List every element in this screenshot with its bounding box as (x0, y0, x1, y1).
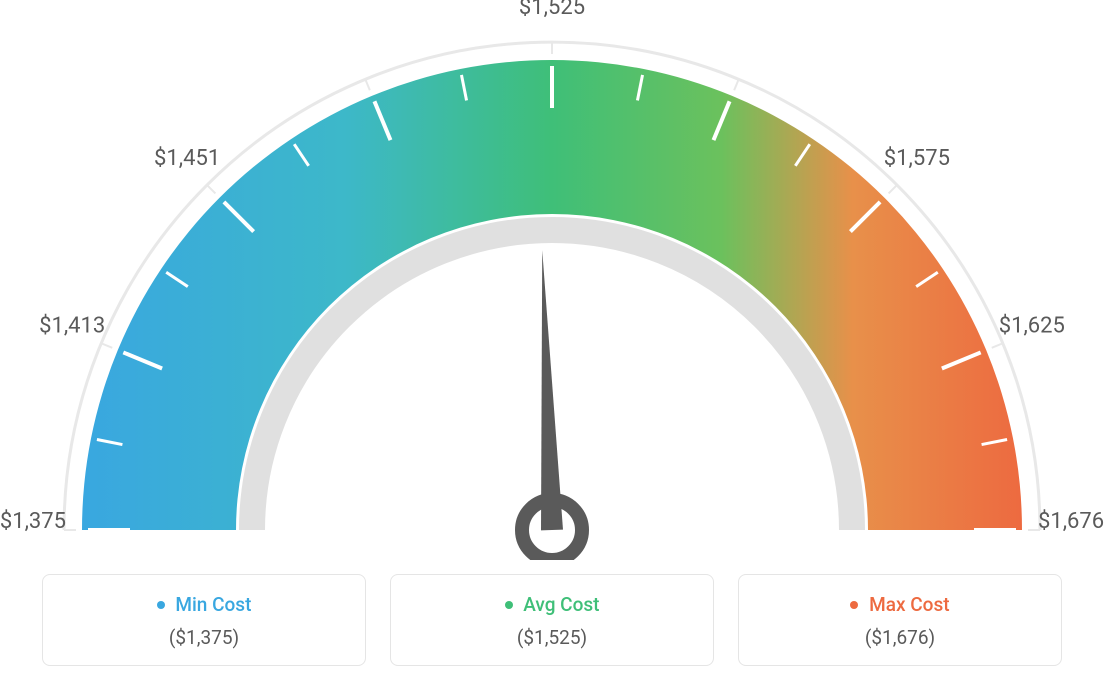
gauge-needle (541, 250, 563, 530)
gauge-tick-label: $1,413 (39, 314, 105, 339)
avg-cost-card: Avg Cost ($1,525) (390, 574, 714, 666)
max-cost-card: Max Cost ($1,676) (738, 574, 1062, 666)
gauge-tick-label: $1,676 (1038, 509, 1104, 534)
chart-container: $1,375 $1,413 $1,451 $1,525 $1,575 $1,625 $1,6… (0, 0, 1104, 690)
avg-cost-title: Avg Cost (401, 593, 703, 616)
avg-cost-label: Avg Cost (523, 593, 599, 616)
max-cost-title: Max Cost (749, 593, 1051, 616)
gauge-svg: $1,375 $1,413 $1,451 $1,525 $1,575 $1,625 $1,6… (0, 0, 1104, 560)
gauge-tick-label: $1,451 (154, 146, 220, 171)
min-cost-value: ($1,375) (53, 626, 355, 649)
min-cost-label: Min Cost (175, 593, 251, 616)
max-cost-label: Max Cost (869, 593, 949, 616)
cost-cards-row: Min Cost ($1,375) Avg Cost ($1,525) Max … (42, 574, 1062, 666)
gauge-tick-label: $1,575 (884, 146, 950, 171)
avg-dot-icon (505, 601, 513, 609)
gauge-tick-label: $1,625 (999, 314, 1065, 339)
min-cost-title: Min Cost (53, 593, 355, 616)
max-dot-icon (850, 601, 858, 609)
gauge-tick-label: $1,375 (0, 509, 66, 534)
max-cost-value: ($1,676) (749, 626, 1051, 649)
min-cost-card: Min Cost ($1,375) (42, 574, 366, 666)
gauge-tick-label: $1,525 (519, 0, 585, 20)
gauge-chart: $1,375 $1,413 $1,451 $1,525 $1,575 $1,625 $1,6… (0, 0, 1104, 560)
min-dot-icon (157, 601, 165, 609)
avg-cost-value: ($1,525) (401, 626, 703, 649)
